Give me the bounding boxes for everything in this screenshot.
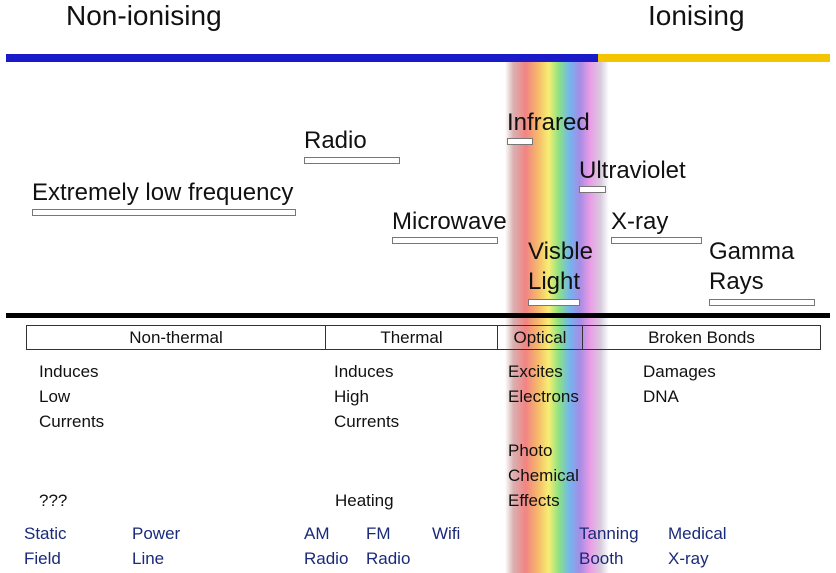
visible-label-line1: Visble bbox=[528, 238, 593, 265]
effect-broken-bonds-1: Damages bbox=[643, 362, 716, 381]
effect-optical-1: Excites bbox=[508, 362, 563, 381]
effect-non-thermal-1: Induces bbox=[39, 362, 99, 381]
infrared-range-bar bbox=[507, 138, 533, 145]
effect-thermal-3: Currents bbox=[334, 412, 400, 431]
effect-optical-photo-3: Effects bbox=[508, 491, 560, 510]
example-medical-2: X-ray bbox=[668, 549, 709, 568]
xray-label: X-ray bbox=[611, 208, 669, 235]
radio-range-bar bbox=[304, 157, 400, 164]
ionising-title: Ionising bbox=[648, 0, 745, 31]
example-medical-1: Medical bbox=[668, 524, 727, 543]
category-optical: Optical bbox=[497, 325, 583, 350]
elf-range-bar bbox=[32, 209, 296, 216]
example-tanning-2: Booth bbox=[579, 549, 624, 568]
effect-optical-2: Electrons bbox=[508, 387, 579, 406]
effect-thermal-2: High bbox=[334, 387, 369, 406]
example-am-2: Radio bbox=[304, 549, 349, 568]
example-static-2: Field bbox=[24, 549, 61, 568]
example-fm-2: Radio bbox=[366, 549, 411, 568]
example-tanning-1: Tanning bbox=[579, 524, 639, 543]
example-fm-1: FM bbox=[366, 524, 391, 543]
spectrum-axis-line bbox=[6, 313, 830, 318]
example-am-1: AM bbox=[304, 524, 330, 543]
example-wifi: Wifi bbox=[432, 524, 461, 543]
ionising-bar bbox=[598, 54, 830, 62]
category-broken-bonds: Broken Bonds bbox=[582, 325, 821, 350]
ultraviolet-range-bar bbox=[579, 186, 606, 193]
effect-non-thermal-2: Low bbox=[39, 387, 71, 406]
example-static-1: Static bbox=[24, 524, 67, 543]
effect-non-thermal-unknown: ??? bbox=[39, 491, 68, 510]
gamma-label-line2: Rays bbox=[709, 268, 764, 295]
effect-optical-photo-1: Photo bbox=[508, 441, 553, 460]
example-power-2: Line bbox=[132, 549, 165, 568]
effect-optical-photo-2: Chemical bbox=[508, 466, 579, 485]
effect-thermal-heating: Heating bbox=[335, 491, 394, 510]
infrared-label: Infrared bbox=[507, 109, 590, 136]
example-power-1: Power bbox=[132, 524, 181, 543]
category-non-thermal: Non-thermal bbox=[26, 325, 326, 350]
visible-label-line2: Light bbox=[528, 268, 581, 295]
visible-range-bar bbox=[528, 299, 580, 306]
effect-thermal-1: Induces bbox=[334, 362, 394, 381]
gamma-label-line1: Gamma bbox=[709, 238, 795, 265]
microwave-range-bar bbox=[392, 237, 498, 244]
elf-label: Extremely low frequency bbox=[32, 179, 294, 206]
category-thermal: Thermal bbox=[325, 325, 498, 350]
radio-label: Radio bbox=[304, 127, 367, 154]
effect-non-thermal-3: Currents bbox=[39, 412, 105, 431]
non-ionising-title: Non-ionising bbox=[66, 0, 222, 31]
non-ionising-bar bbox=[6, 54, 598, 62]
microwave-label: Microwave bbox=[392, 208, 507, 235]
xray-range-bar bbox=[611, 237, 702, 244]
gamma-range-bar bbox=[709, 299, 815, 306]
effect-broken-bonds-2: DNA bbox=[643, 387, 679, 406]
ultraviolet-label: Ultraviolet bbox=[579, 157, 686, 184]
